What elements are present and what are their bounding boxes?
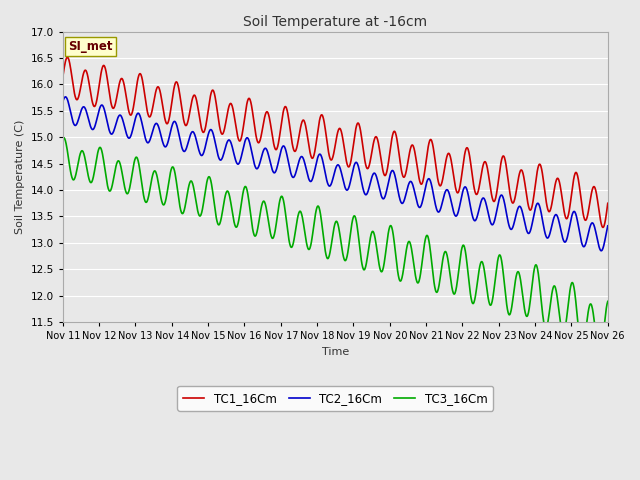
TC2_16Cm (597, 248, 605, 253)
TC1_16Cm (599, 225, 607, 230)
TC3_16Cm (291, 235, 298, 240)
TC1_16Cm (369, 141, 377, 147)
Y-axis label: Soil Temperature (C): Soil Temperature (C) (15, 120, 25, 234)
TC2_16Cm (124, 134, 131, 140)
TC3_16Cm (312, 211, 319, 217)
TC3_16Cm (604, 299, 612, 304)
Line: TC3_16Cm: TC3_16Cm (63, 138, 608, 353)
TC2_16Cm (604, 223, 612, 229)
TC3_16Cm (102, 170, 109, 176)
TC1_16Cm (63, 54, 71, 60)
TC2_16Cm (302, 164, 310, 170)
TC2_16Cm (59, 99, 67, 105)
TC3_16Cm (302, 235, 310, 241)
X-axis label: Time: Time (322, 347, 349, 357)
Line: TC2_16Cm: TC2_16Cm (63, 97, 608, 251)
TC1_16Cm (302, 123, 310, 129)
TC1_16Cm (312, 144, 319, 150)
TC3_16Cm (59, 135, 67, 141)
TC1_16Cm (102, 66, 109, 72)
TC3_16Cm (124, 191, 131, 196)
TC1_16Cm (604, 200, 612, 206)
Line: TC1_16Cm: TC1_16Cm (63, 57, 608, 228)
TC3_16Cm (596, 350, 604, 356)
TC2_16Cm (291, 173, 298, 179)
TC2_16Cm (102, 111, 109, 117)
TC1_16Cm (291, 148, 298, 154)
Title: Soil Temperature at -16cm: Soil Temperature at -16cm (243, 15, 428, 29)
TC3_16Cm (60, 135, 67, 141)
Legend: TC1_16Cm, TC2_16Cm, TC3_16Cm: TC1_16Cm, TC2_16Cm, TC3_16Cm (177, 386, 493, 411)
TC3_16Cm (369, 229, 377, 235)
Text: SI_met: SI_met (68, 40, 113, 53)
TC1_16Cm (59, 74, 67, 80)
TC2_16Cm (369, 171, 377, 177)
TC2_16Cm (61, 94, 69, 100)
TC1_16Cm (124, 102, 131, 108)
TC2_16Cm (312, 164, 319, 169)
